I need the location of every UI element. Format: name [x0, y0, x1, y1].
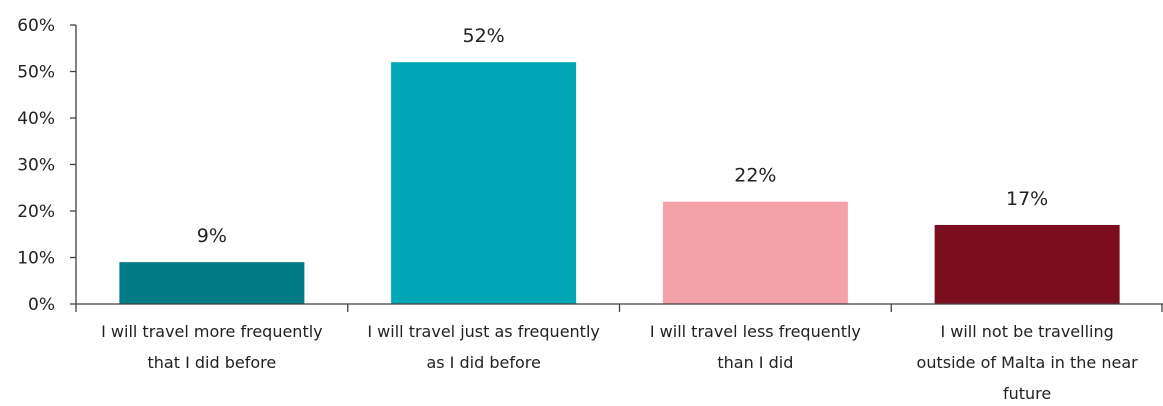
bar [934, 224, 1120, 304]
bar [391, 62, 577, 305]
x-axis: I will travel more frequently that I did … [75, 303, 1163, 403]
x-category-label: I will travel just as frequently as I did… [367, 322, 600, 372]
bar-value-label: 22% [734, 165, 776, 187]
bar-value-label: 52% [463, 25, 505, 47]
x-category-label-line: I will not be travelling [940, 322, 1113, 341]
y-tick-label: 60% [17, 16, 55, 36]
x-category-label: I will travel more frequently that I did … [101, 322, 323, 372]
bar-value-label: 17% [1006, 188, 1048, 210]
bar [119, 262, 305, 304]
x-category-label-line: I will travel less frequently [650, 322, 861, 341]
x-category-label-line: than I did [717, 353, 793, 372]
y-tick-label: 0% [28, 295, 55, 315]
x-category-label: I will travel less frequently than I did [650, 322, 861, 372]
bars: 9% 52% 22% 17% [119, 25, 1120, 305]
x-category-label-line: as I did before [426, 353, 540, 372]
y-tick-label: 30% [17, 156, 55, 176]
bar-value-label: 9% [197, 225, 227, 247]
y-tick-label: 50% [17, 63, 55, 83]
y-tick-label: 10% [17, 249, 55, 269]
x-category-label-line: that I did before [148, 353, 277, 372]
x-category-label: I will not be travelling outside of Malta… [917, 322, 1139, 403]
x-category-label-line: outside of Malta in the near [917, 353, 1139, 372]
y-axis: 0% 10% 20% 30% 40% 50% 60% [17, 16, 77, 315]
bar [662, 201, 848, 304]
x-category-label-line: future [1003, 384, 1051, 403]
y-tick-label: 40% [17, 109, 55, 129]
x-category-label-line: I will travel more frequently [101, 322, 323, 341]
y-tick-label: 20% [17, 202, 55, 222]
x-category-label-line: I will travel just as frequently [367, 322, 600, 341]
